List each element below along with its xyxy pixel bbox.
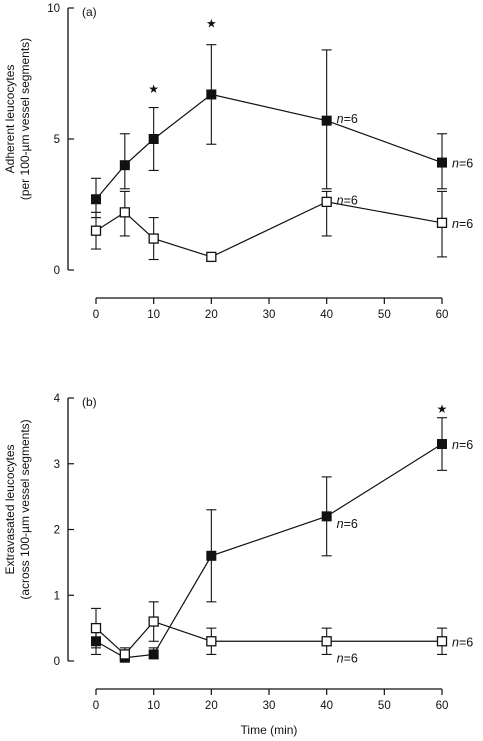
sample-size-symbol: n	[452, 217, 459, 231]
x-tick-label: 60	[436, 700, 449, 712]
data-point-open	[90, 622, 102, 634]
y-tick-label: 4	[54, 393, 61, 405]
panel-label: (a)	[82, 5, 97, 19]
x-tick-label: 50	[378, 700, 391, 712]
x-tick-label: 20	[205, 309, 218, 321]
sample-size-symbol: n	[337, 112, 344, 126]
x-axis-label: Time (min)	[241, 723, 298, 737]
data-point-filled	[437, 157, 447, 168]
data-point-open	[321, 636, 332, 647]
sample-size-annotation: n=6	[337, 112, 358, 126]
y-axis-label-line: Extravasated leucocytes	[3, 444, 17, 574]
sample-size-symbol: n	[452, 438, 459, 452]
sample-size-value: =6	[459, 438, 473, 452]
data-point-open	[436, 636, 448, 647]
sample-size-value: =6	[344, 517, 358, 531]
sample-size-value: =6	[459, 635, 473, 649]
sample-size-value: =6	[344, 193, 358, 207]
significance-star: ★	[206, 17, 217, 31]
x-tick-label: 60	[436, 309, 449, 321]
y-tick-label: 10	[47, 3, 60, 15]
y-tick-label: 3	[54, 459, 60, 471]
y-tick-label: 0	[54, 656, 60, 668]
sample-size-symbol: n	[452, 157, 459, 171]
sample-size-symbol: n	[452, 635, 459, 649]
x-tick-label: 30	[263, 700, 276, 712]
data-point-filled	[321, 115, 332, 126]
data-point-filled	[148, 134, 159, 144]
sample-size-symbol: n	[337, 517, 344, 531]
sample-size-annotation: n=6	[452, 635, 473, 649]
data-point-filled	[437, 439, 447, 450]
data-point-open	[206, 251, 217, 263]
sample-size-annotation: n=6	[452, 217, 473, 231]
data-point-open	[119, 207, 130, 218]
y-axis-label-line: (per 100-µm vessel segments)	[18, 38, 32, 200]
y-tick-label: 1	[54, 590, 60, 602]
data-point-filled	[148, 649, 159, 660]
x-tick-label: 40	[320, 700, 333, 712]
y-tick-label: 2	[54, 525, 60, 537]
x-tick-label: 0	[93, 309, 99, 321]
data-point-open	[119, 649, 130, 660]
sample-size-annotation: n=6	[337, 652, 358, 666]
data-point-filled	[206, 89, 217, 100]
y-tick-label: 0	[54, 265, 60, 277]
x-tick-label: 40	[320, 309, 333, 321]
sample-size-value: =6	[459, 217, 473, 231]
y-axis-label-line: Adherent leucocytes	[3, 65, 17, 174]
sample-size-annotation: n=6	[452, 157, 473, 171]
data-point-open	[321, 196, 332, 208]
y-axis-label: Extravasated leucocytes(across 100-µm ve…	[3, 419, 32, 599]
sample-size-value: =6	[344, 652, 358, 666]
data-point-open	[148, 616, 159, 627]
data-point-open	[90, 225, 102, 236]
sample-size-annotation: n=6	[337, 193, 358, 207]
sample-size-value: =6	[344, 112, 358, 126]
y-tick-label: 5	[54, 134, 60, 146]
x-tick-label: 0	[93, 700, 99, 712]
data-point-filled	[321, 511, 332, 522]
data-point-filled	[206, 550, 217, 561]
series-line-open	[95, 201, 443, 258]
y-axis-label: Adherent leucocytes(per 100-µm vessel se…	[3, 38, 32, 200]
data-point-open	[148, 233, 159, 244]
x-tick-label: 10	[147, 309, 160, 321]
x-tick-label: 20	[205, 700, 218, 712]
data-point-filled	[91, 194, 101, 205]
sample-size-symbol: n	[337, 652, 344, 666]
sample-size-value: =6	[459, 157, 473, 171]
significance-star: ★	[437, 402, 448, 416]
significance-star: ★	[148, 82, 159, 96]
data-point-open	[436, 217, 448, 228]
series-line-filled	[95, 93, 443, 200]
x-tick-label: 50	[378, 309, 391, 321]
data-point-filled	[119, 160, 130, 171]
sample-size-symbol: n	[337, 193, 344, 207]
y-axis-label-line: (across 100-µm vessel segments)	[18, 419, 32, 599]
panel-label: (b)	[82, 395, 97, 409]
x-tick-label: 10	[147, 700, 160, 712]
data-point-open	[206, 636, 217, 647]
x-tick-label: 30	[263, 309, 276, 321]
chart-panel-a: 0 5 10 0 10 20 30 40 50 60 (a) Adherent leucocytes(…	[3, 3, 473, 321]
series-line-filled	[95, 443, 443, 659]
sample-size-annotation: n=6	[452, 438, 473, 452]
series-line-open	[95, 620, 442, 656]
sample-size-annotation: n=6	[337, 517, 358, 531]
